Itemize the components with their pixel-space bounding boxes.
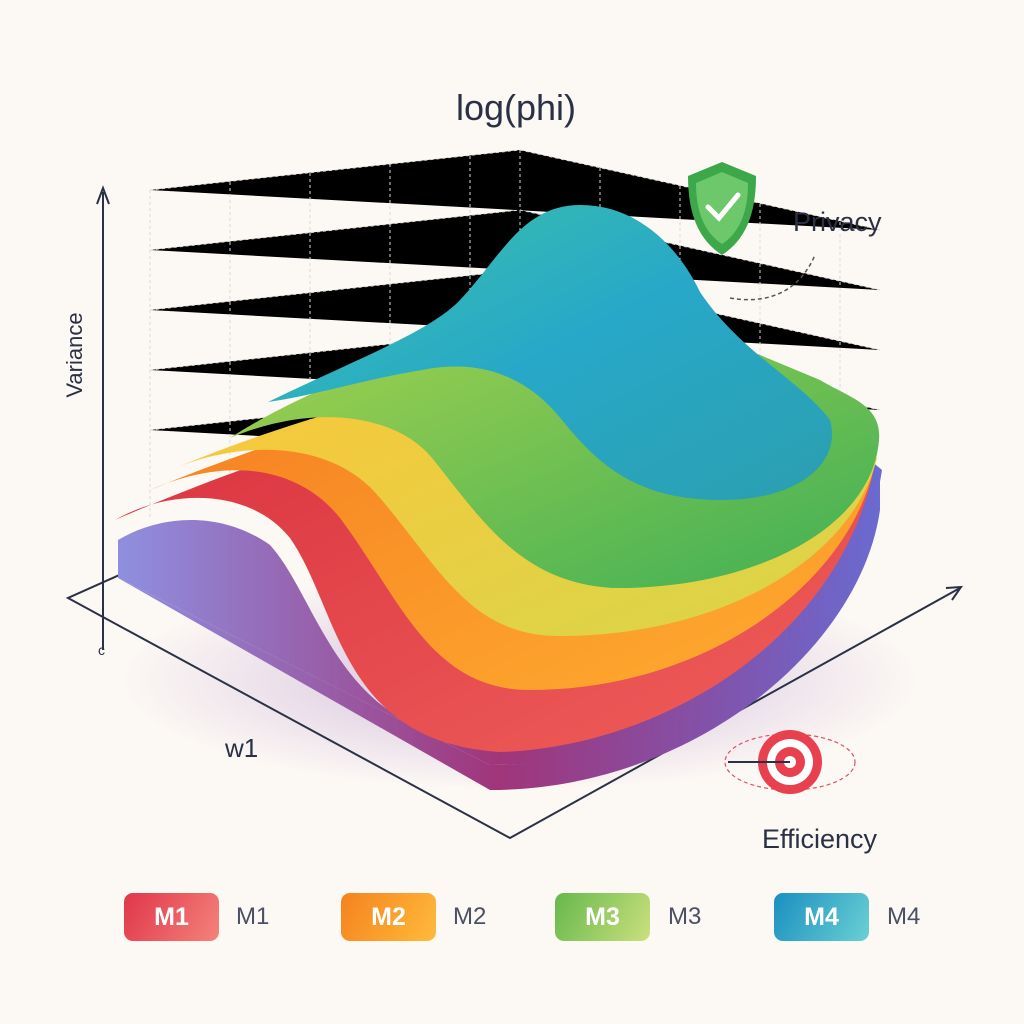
x-axis-arrow	[945, 585, 964, 601]
annotation-privacy: Privacy	[793, 207, 882, 237]
legend-chip-M4: M4	[774, 893, 869, 941]
shield-check-icon	[688, 162, 756, 255]
y-axis-arrow	[96, 185, 110, 205]
x-axis-label: w1	[224, 733, 258, 763]
target-icon	[724, 730, 856, 794]
legend-label-M1: M1	[236, 903, 270, 930]
legend: M1 M1 M2 M2 M3 M3 M4 M4	[0, 893, 1024, 943]
legend-chip-M2: M2	[341, 893, 436, 941]
chart-title: log(phi)	[456, 87, 576, 128]
legend-label-M2: M2	[453, 903, 487, 930]
annotation-efficiency: Efficiency	[762, 824, 878, 854]
legend-chip-M1: M1	[124, 893, 219, 941]
y-axis-label: Variance	[62, 312, 87, 397]
origin-label: c	[98, 642, 105, 658]
legend-label-M3: M3	[668, 903, 702, 930]
privacy-arrow	[729, 254, 816, 301]
legend-label-M4: M4	[887, 903, 921, 930]
legend-chip-M3: M3	[555, 893, 650, 941]
surface-M4	[268, 205, 833, 500]
